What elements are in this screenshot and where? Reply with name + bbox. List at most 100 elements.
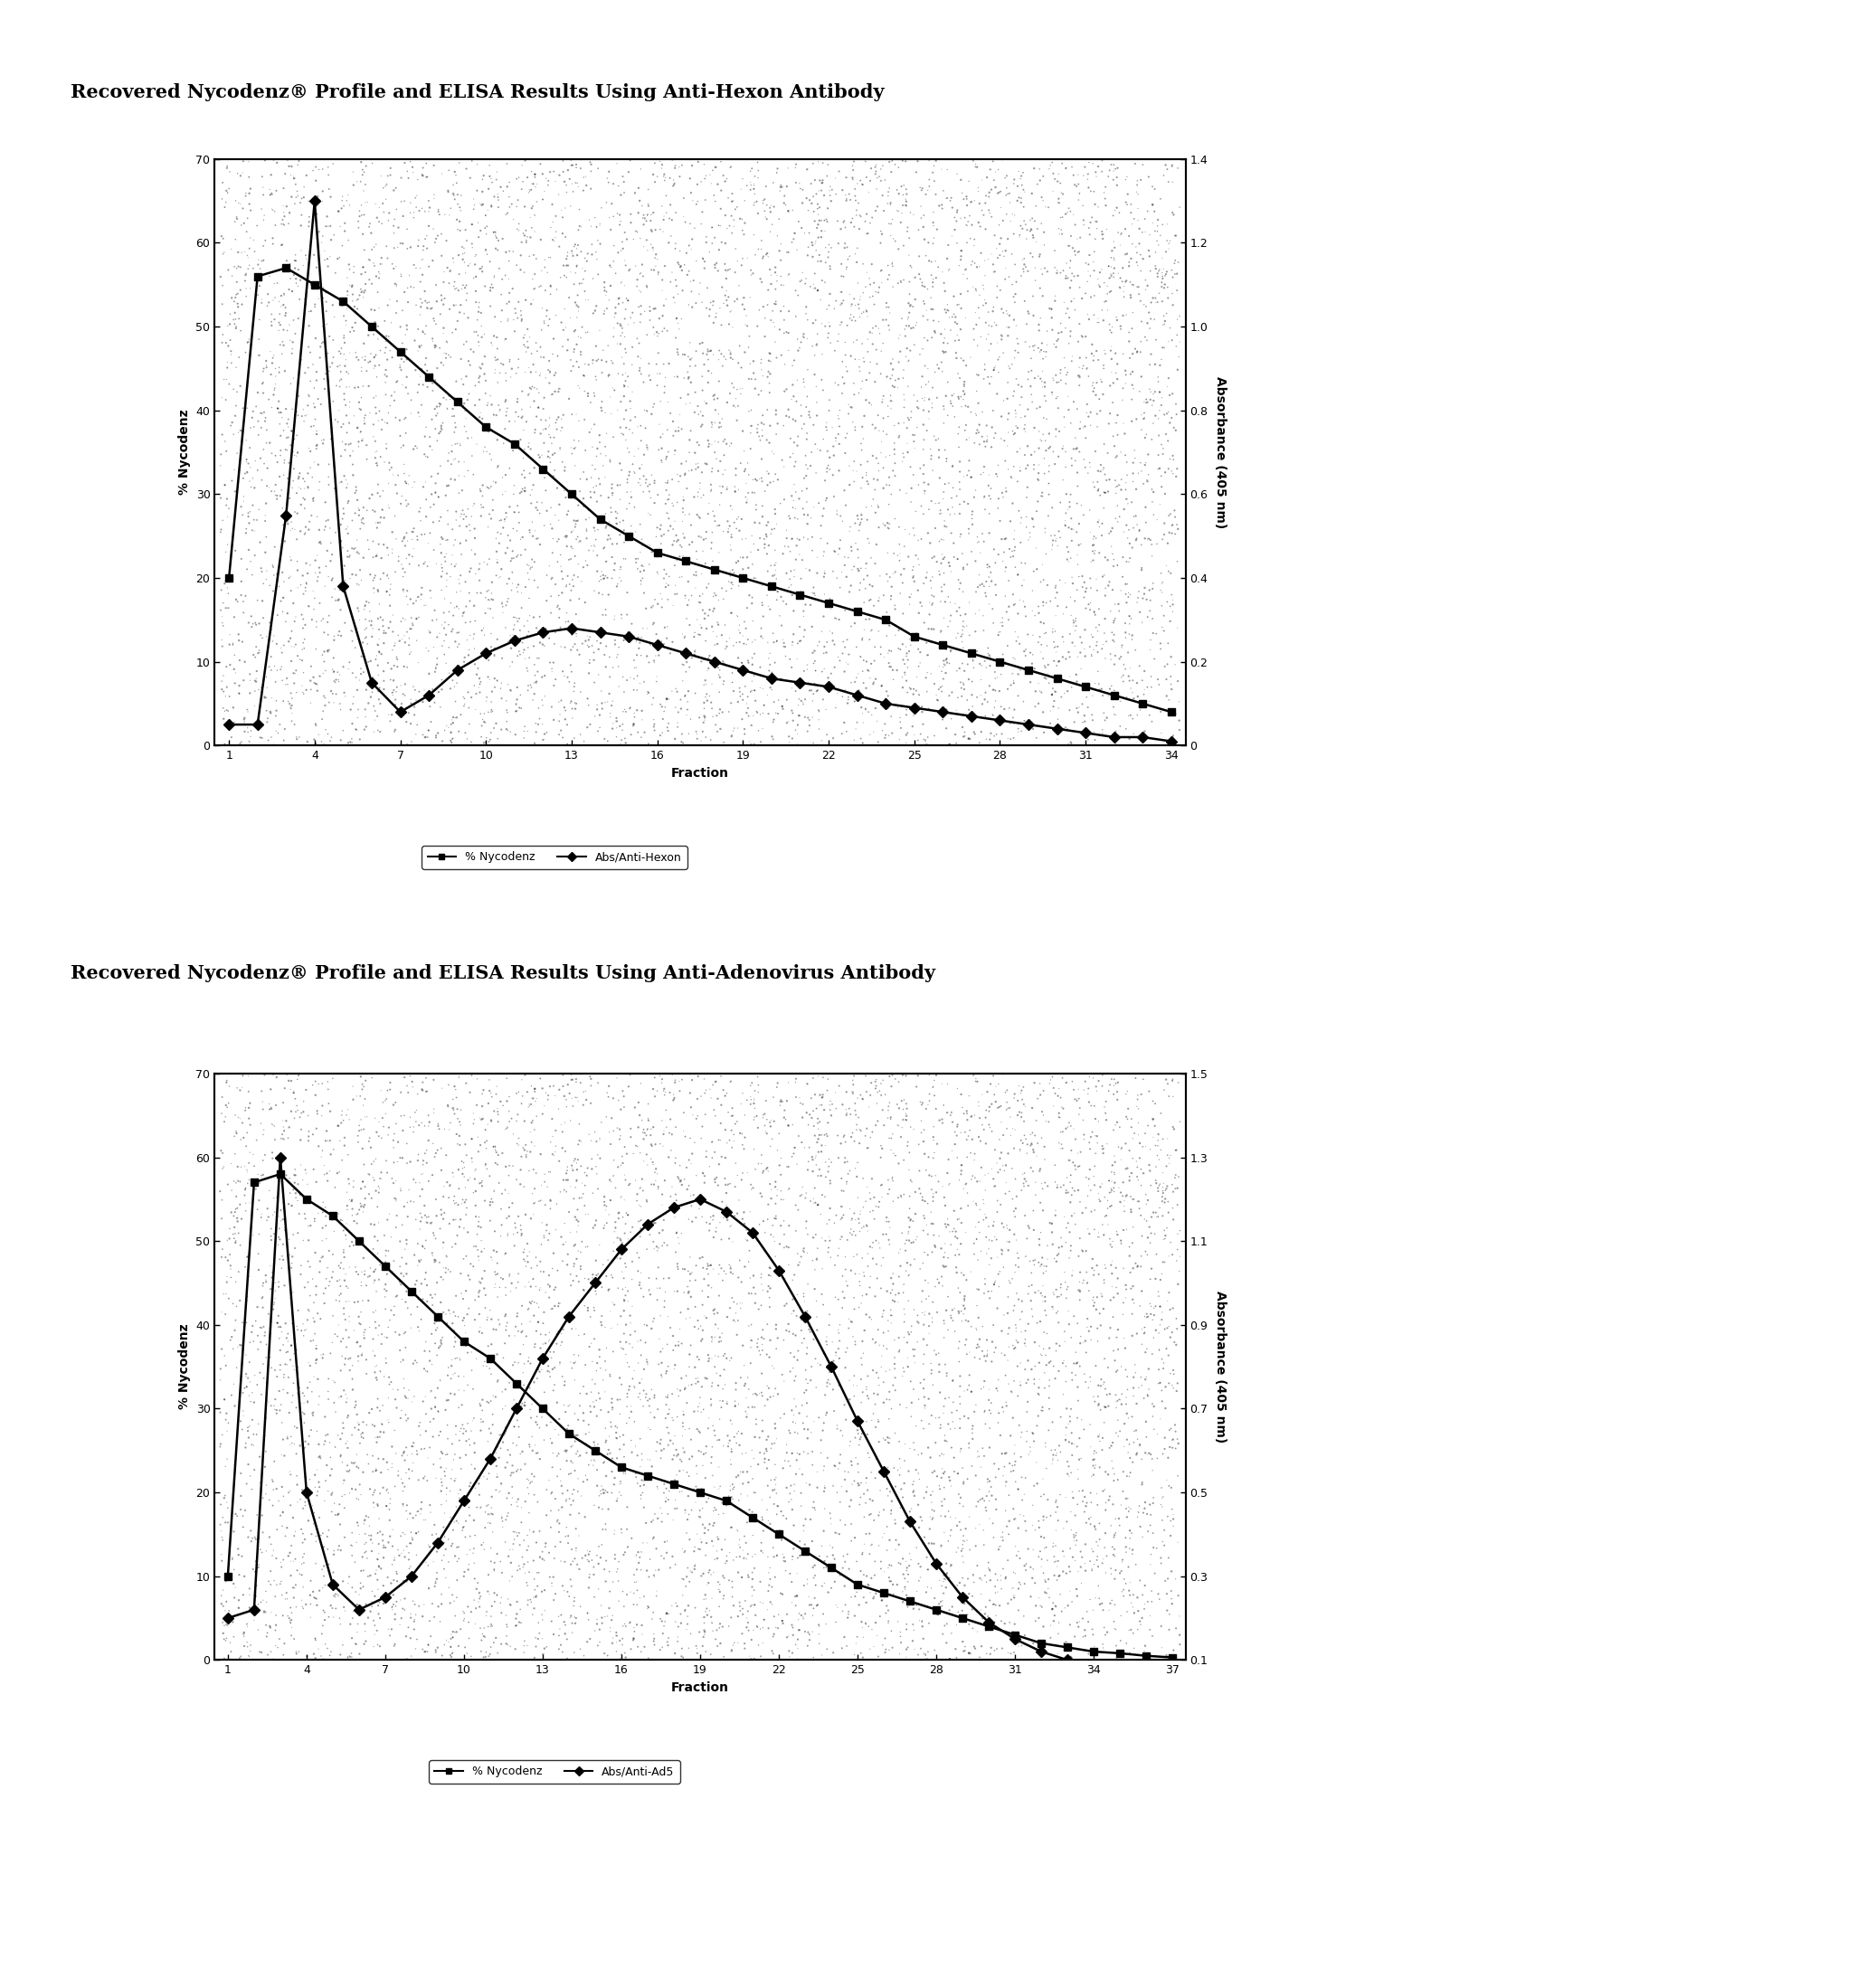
Point — [538, 459, 568, 491]
Point — [913, 1330, 943, 1362]
Point — [807, 1199, 836, 1231]
Point — [674, 1352, 704, 1384]
Point — [958, 644, 988, 676]
Point — [248, 245, 278, 276]
Point — [872, 304, 902, 336]
Point — [991, 1093, 1021, 1125]
Abs/Anti-Hexon — [504, 628, 526, 652]
Point — [299, 1509, 329, 1541]
Point — [642, 243, 672, 274]
Point — [855, 1302, 885, 1334]
Point — [1124, 1107, 1154, 1139]
Point — [1083, 1326, 1113, 1358]
Point — [855, 346, 885, 378]
Point — [665, 250, 695, 282]
Point — [706, 1471, 736, 1503]
Point — [372, 1322, 401, 1354]
Point — [1038, 147, 1068, 179]
Point — [754, 654, 784, 686]
Point — [344, 205, 373, 237]
Point — [355, 1125, 385, 1157]
Point — [495, 1159, 525, 1191]
Point — [734, 644, 764, 676]
Point — [670, 1497, 700, 1529]
Point — [691, 517, 721, 549]
Point — [607, 312, 637, 344]
Point — [1115, 266, 1144, 298]
Point — [269, 1270, 299, 1302]
Point — [739, 1588, 769, 1620]
Point — [1066, 1320, 1096, 1352]
Point — [411, 292, 441, 324]
Point — [562, 1419, 592, 1451]
Point — [708, 404, 737, 435]
Point — [919, 586, 948, 618]
Point — [530, 245, 560, 276]
Point — [978, 165, 1008, 197]
Point — [614, 435, 644, 467]
Point — [282, 1352, 312, 1384]
Point — [715, 1537, 745, 1569]
Point — [887, 1473, 917, 1505]
Point — [717, 1258, 747, 1290]
Point — [310, 1402, 340, 1433]
Point — [344, 694, 373, 726]
Point — [228, 1107, 258, 1139]
Point — [1083, 614, 1113, 646]
Point — [282, 266, 312, 298]
Point — [975, 1503, 1004, 1535]
Point — [724, 1590, 754, 1622]
Point — [1150, 507, 1180, 539]
Point — [357, 1586, 386, 1618]
Point — [965, 1235, 995, 1266]
Point — [881, 620, 911, 652]
Point — [476, 1077, 506, 1109]
Point — [668, 1408, 698, 1439]
Point — [909, 1237, 939, 1268]
Point — [603, 497, 633, 529]
Point — [407, 330, 437, 362]
Point — [1027, 477, 1057, 509]
Point — [947, 1117, 976, 1149]
Point — [362, 469, 392, 501]
Point — [431, 1533, 461, 1565]
Point — [310, 690, 340, 722]
Point — [915, 404, 945, 435]
Point — [1034, 431, 1064, 463]
Point — [1102, 1076, 1131, 1107]
Point — [364, 676, 394, 708]
Point — [584, 1334, 614, 1366]
Point — [252, 352, 282, 384]
Point — [1165, 1618, 1195, 1650]
Point — [258, 437, 288, 469]
Point — [1118, 296, 1148, 328]
Point — [386, 161, 416, 193]
Point — [560, 628, 590, 660]
Point — [827, 306, 857, 338]
Point — [1102, 161, 1131, 193]
Point — [958, 1612, 988, 1644]
Point — [948, 551, 978, 582]
Point — [855, 282, 885, 314]
Point — [922, 684, 952, 716]
Point — [1031, 1254, 1060, 1286]
Point — [1092, 545, 1122, 577]
Point — [1079, 1630, 1109, 1662]
Point — [1135, 525, 1165, 557]
Point — [624, 328, 653, 360]
Point — [960, 427, 990, 459]
Point — [452, 1425, 482, 1457]
Point — [745, 1338, 775, 1370]
Point — [689, 1559, 719, 1590]
Point — [435, 1630, 465, 1662]
Point — [497, 575, 526, 606]
Point — [439, 1507, 469, 1539]
Point — [1139, 1517, 1169, 1549]
Point — [437, 1344, 467, 1376]
Point — [693, 1280, 723, 1312]
Point — [252, 1535, 282, 1567]
Point — [433, 394, 463, 425]
Point — [947, 1256, 976, 1288]
Point — [540, 1139, 569, 1171]
Point — [362, 1455, 392, 1487]
